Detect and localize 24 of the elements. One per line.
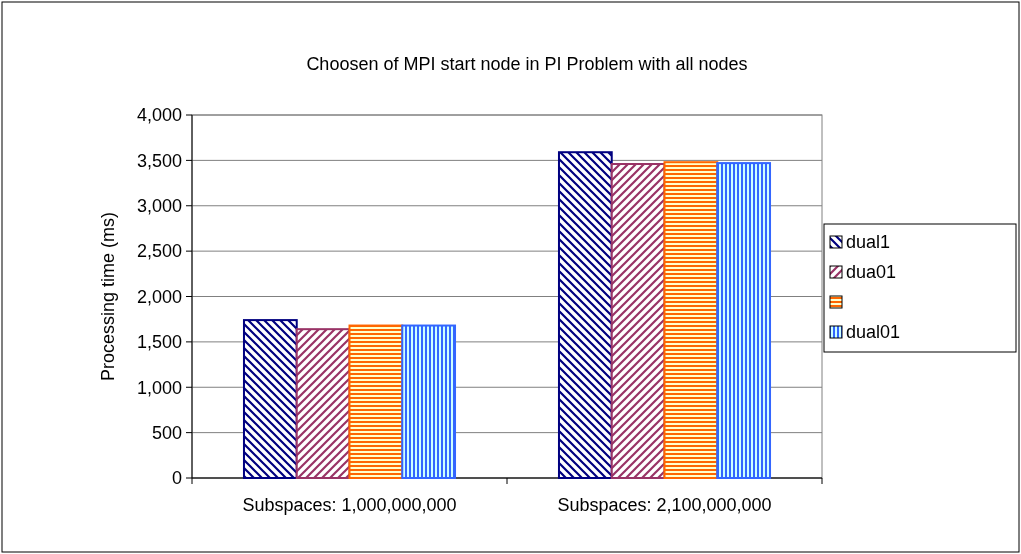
y-tick-label: 500 — [151, 422, 182, 443]
y-tick-label: 0 — [171, 468, 182, 489]
y-tick-label: 3,000 — [136, 196, 182, 217]
legend-label: dua01 — [846, 262, 897, 283]
y-tick-label: 2,000 — [136, 286, 182, 307]
y-tick-label: 1,500 — [136, 332, 182, 353]
chart-title: Choosen of MPI start node in PI Problem with all nodes — [306, 54, 748, 74]
bar — [716, 162, 772, 479]
legend-label: dual01 — [846, 322, 901, 343]
bar — [295, 328, 351, 479]
y-tick-label: 1,000 — [136, 377, 182, 398]
bar — [348, 324, 404, 479]
bar — [401, 324, 457, 479]
bar — [557, 151, 613, 479]
x-tick-label: Subspaces: 2,100,000,000 — [557, 495, 772, 515]
bar — [242, 319, 298, 479]
bar — [663, 161, 719, 479]
legend-label: dual1 — [846, 232, 891, 253]
x-tick-label: Subspaces: 1,000,000,000 — [242, 495, 457, 515]
y-axis-title: Processing time (ms) — [98, 211, 118, 382]
y-tick-label: 3,500 — [136, 150, 182, 171]
bar — [610, 163, 666, 479]
y-tick-label: 2,500 — [136, 241, 182, 262]
y-tick-label: 4,000 — [136, 105, 182, 126]
